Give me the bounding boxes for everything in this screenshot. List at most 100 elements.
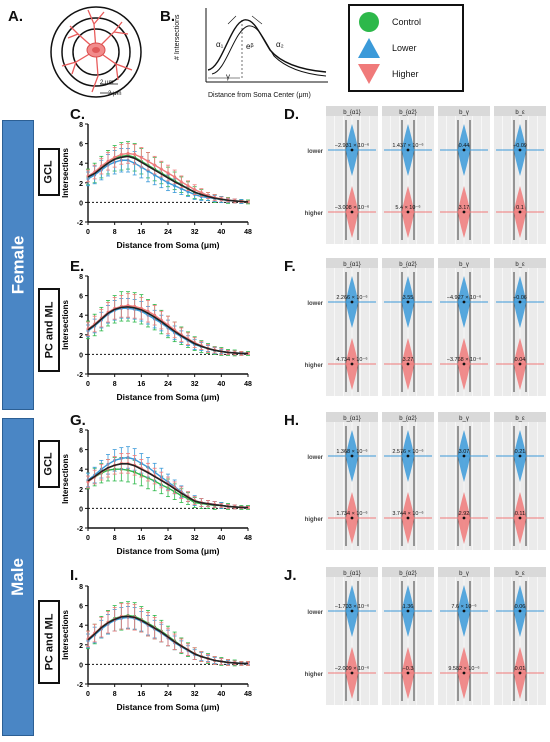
y-tick-label: 2 bbox=[79, 333, 83, 340]
facet-label: b_{α2} bbox=[399, 416, 417, 422]
facet-label: b_{α2} bbox=[399, 571, 417, 577]
x-tick-label: 16 bbox=[137, 229, 145, 236]
facet-strip bbox=[382, 258, 434, 268]
model-symbol-a1: α₁ bbox=[216, 40, 224, 49]
series-line bbox=[87, 463, 248, 509]
median-point bbox=[518, 454, 522, 458]
y-tick-label: -2 bbox=[77, 682, 83, 689]
row-label-lower: lower bbox=[307, 455, 323, 461]
x-axis-label: Distance from Soma (μm) bbox=[117, 392, 220, 402]
region-label-female-pcml: PC and ML bbox=[38, 288, 60, 372]
row-label-higher: higher bbox=[305, 672, 324, 678]
legend-lower-label: Lower bbox=[392, 43, 417, 53]
y-tick-label: 4 bbox=[79, 161, 83, 168]
estimate-label: 5.4 × 10⁻⁶ bbox=[395, 204, 420, 211]
facet-label: b_γ bbox=[459, 110, 469, 116]
median-point bbox=[406, 300, 410, 304]
male-label: Male bbox=[8, 558, 28, 596]
median-point bbox=[462, 148, 466, 152]
median-point bbox=[518, 671, 522, 675]
estimate-label: −4.927 × 10⁻⁶ bbox=[447, 294, 482, 301]
model-ylabel: # Intersections bbox=[174, 14, 181, 60]
median-point bbox=[406, 210, 410, 214]
legend: Control Lower Higher bbox=[348, 4, 464, 92]
estimate-label: 7.6 × 10⁻⁶ bbox=[451, 603, 476, 610]
estimate-label: 1.368 × 10⁻⁶ bbox=[336, 448, 367, 455]
legend-control-marker bbox=[359, 12, 379, 32]
panel-letter-h: H. bbox=[284, 412, 299, 429]
region-label-female-gcl: GCL bbox=[38, 148, 60, 196]
x-tick-label: 32 bbox=[191, 691, 199, 698]
data-point bbox=[159, 167, 163, 171]
legend-control-label: Control bbox=[392, 17, 422, 27]
y-axis-label: Intersections bbox=[61, 300, 70, 350]
facet-label: b_{α1} bbox=[343, 110, 361, 116]
legend-higher-label: Higher bbox=[392, 69, 419, 79]
data-point bbox=[126, 151, 130, 155]
y-tick-label: 6 bbox=[79, 448, 83, 455]
facet-strip bbox=[326, 567, 378, 577]
median-point bbox=[350, 671, 354, 675]
estimate-label: 9.582 × 10⁻⁶ bbox=[448, 665, 479, 672]
row-label-higher: higher bbox=[305, 211, 324, 217]
x-axis-label: Distance from Soma (μm) bbox=[117, 546, 220, 556]
legend-higher-marker bbox=[358, 64, 380, 84]
estimate-label: 0.44 bbox=[459, 143, 470, 149]
panel-letter-f: F. bbox=[284, 258, 296, 275]
median-point bbox=[350, 516, 354, 520]
facet-label: b_{α1} bbox=[343, 262, 361, 268]
series-line bbox=[87, 615, 248, 665]
ring-label-1: 2 μm bbox=[100, 80, 114, 86]
median-point bbox=[518, 516, 522, 520]
facet-strip bbox=[326, 258, 378, 268]
x-tick-label: 24 bbox=[164, 535, 172, 542]
x-tick-label: 8 bbox=[113, 229, 117, 236]
region-label-male-pcml: PC and ML bbox=[38, 600, 60, 684]
male-label-bar: Male bbox=[2, 418, 34, 736]
median-point bbox=[350, 609, 354, 613]
violin-chart-female-gcl: lower higher b_{α1} −2.931 × 10⁻⁶ −3.008 × 1… bbox=[305, 106, 546, 244]
facet-label: b_{α1} bbox=[343, 571, 361, 577]
panel-letter-d: D. bbox=[284, 106, 299, 123]
median-point bbox=[406, 516, 410, 520]
panel-letter-e: E. bbox=[70, 258, 85, 275]
x-tick-label: 48 bbox=[244, 691, 252, 698]
estimate-label: 3.27 bbox=[403, 357, 414, 363]
panel-letter-g: G. bbox=[70, 412, 86, 429]
y-tick-label: 6 bbox=[79, 294, 83, 301]
estimate-label: −0.06 bbox=[513, 295, 527, 301]
panel-letter-j: J. bbox=[284, 567, 297, 584]
facet-strip bbox=[494, 412, 546, 422]
median-point bbox=[518, 362, 522, 366]
estimate-label: −1.703 × 10⁻⁶ bbox=[335, 603, 370, 610]
y-tick-label: 8 bbox=[79, 274, 83, 281]
facet-strip bbox=[494, 258, 546, 268]
model-symbol-gamma: γ bbox=[226, 72, 230, 81]
median-point bbox=[350, 210, 354, 214]
x-tick-label: 8 bbox=[113, 691, 117, 698]
x-tick-label: 8 bbox=[113, 535, 117, 542]
median-point bbox=[406, 671, 410, 675]
data-point bbox=[119, 152, 123, 156]
estimate-label: 0.1 bbox=[516, 205, 524, 211]
facet-label: b_{α1} bbox=[343, 416, 361, 422]
estimate-label: −3.008 × 10⁻⁶ bbox=[335, 204, 370, 211]
x-tick-label: 16 bbox=[137, 535, 145, 542]
estimate-label: 0.01 bbox=[515, 666, 526, 672]
facet-label: b_ε bbox=[515, 110, 525, 116]
data-point bbox=[186, 184, 190, 188]
x-tick-label: 40 bbox=[217, 535, 225, 542]
y-tick-label: 0 bbox=[79, 506, 83, 513]
estimate-label: −0.3 bbox=[403, 666, 414, 672]
estimate-label: 2.266 × 10⁻⁶ bbox=[336, 294, 367, 301]
facet-strip bbox=[438, 567, 490, 577]
row-label-lower: lower bbox=[307, 301, 323, 307]
x-tick-label: 0 bbox=[86, 381, 90, 388]
x-tick-label: 16 bbox=[137, 381, 145, 388]
estimate-label: 3.17 bbox=[459, 205, 470, 211]
median-point bbox=[518, 148, 522, 152]
y-tick-label: 6 bbox=[79, 604, 83, 611]
sholl-rings-schematic bbox=[50, 6, 142, 98]
x-tick-label: 0 bbox=[86, 691, 90, 698]
